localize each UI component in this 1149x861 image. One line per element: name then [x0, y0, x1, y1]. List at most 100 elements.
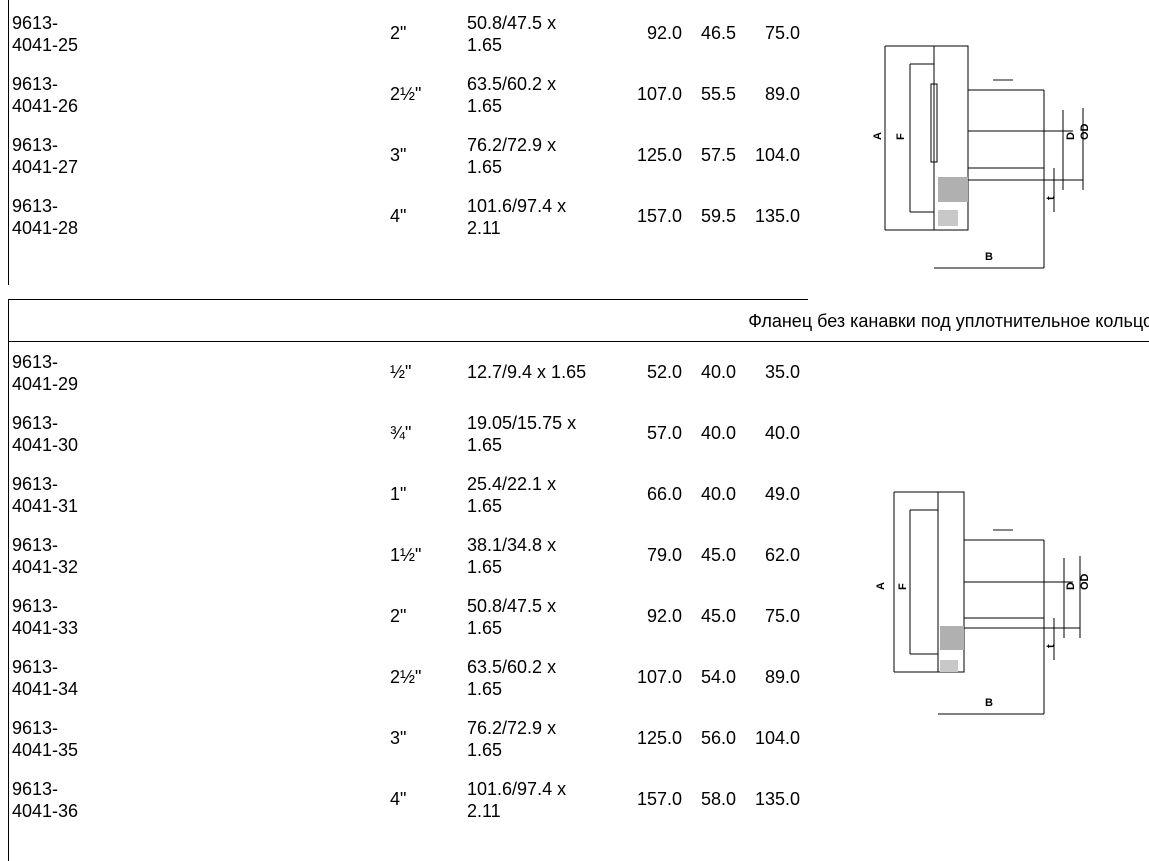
dimension-b-line: 45.0 [700, 606, 736, 626]
nominal-size-line: 2½" [390, 84, 422, 104]
dimension-f-line: 62.0 [764, 545, 800, 565]
article-number-line: 4041-29 [12, 374, 79, 394]
article-number-line: 9613- [12, 657, 59, 677]
section-divider [8, 299, 808, 300]
tube-dimensions-line: 50.8/47.5 x [467, 596, 557, 616]
dimension-f-line: 75.0 [764, 23, 800, 43]
nominal-size: 2½" [390, 666, 460, 688]
dimension-b-line: 40.0 [700, 423, 736, 443]
section-divider [8, 341, 1149, 342]
dimension-d-label: D [1065, 132, 1077, 140]
nominal-size: 4" [390, 788, 460, 810]
dimension-f: 104.0 [740, 144, 800, 166]
dimension-a-line: 107.0 [636, 84, 682, 104]
dimension-b-line: 46.5 [700, 23, 736, 43]
nominal-size: 1" [390, 483, 460, 505]
dimension-a-line: 157.0 [636, 789, 682, 809]
article-number: 9613- 4041-25 [12, 12, 132, 56]
tube-dimensions-line: 1.65 [467, 679, 503, 699]
article-number: 9613- 4041-35 [12, 717, 132, 761]
table-row: 9613- 4041-31 1" 25.4/22.1 x 1.65 66.0 40.0 49.… [0, 473, 830, 537]
table-left-border [8, 0, 9, 285]
nominal-size: 3" [390, 144, 460, 166]
article-number: 9613- 4041-36 [12, 778, 132, 822]
dimension-b: 58.0 [688, 788, 736, 810]
dimension-b-line: 40.0 [700, 362, 736, 382]
dimension-b-line: 45.0 [700, 545, 736, 565]
dimension-f: 104.0 [740, 727, 800, 749]
dimension-b-line: 54.0 [700, 667, 736, 687]
article-number-line: 4041-27 [12, 157, 79, 177]
dimension-a-label: A [875, 582, 887, 590]
tube-dimensions-line: 101.6/97.4 x [467, 196, 567, 216]
dimension-a: 125.0 [630, 727, 682, 749]
dimension-t-label: t [1045, 644, 1057, 648]
dimension-a: 92.0 [630, 605, 682, 627]
tube-dimensions: 12.7/9.4 x 1.65 [467, 361, 637, 383]
article-number-line: 4041-34 [12, 679, 79, 699]
article-number-line: 9613- [12, 413, 59, 433]
article-number-line: 9613- [12, 135, 59, 155]
flange-without-groove-drawing: A F B D OD t [875, 491, 1091, 715]
dimension-b-line: 55.5 [700, 84, 736, 104]
dimension-b-line: 59.5 [700, 206, 736, 226]
tube-dimensions: 38.1/34.8 x 1.65 [467, 534, 637, 578]
dimension-f-line: 135.0 [754, 789, 800, 809]
tube-dimensions-line: 1.65 [467, 435, 503, 455]
nominal-size-line: 3" [390, 145, 407, 165]
dimension-a-line: 157.0 [636, 206, 682, 226]
dimension-b: 40.0 [688, 422, 736, 444]
article-number-line: 9613- [12, 74, 59, 94]
dimension-f: 40.0 [740, 422, 800, 444]
dimension-a-line: 92.0 [646, 606, 682, 626]
dimension-a: 157.0 [630, 788, 682, 810]
dimension-b-line: 40.0 [700, 484, 736, 504]
dimension-od-label: OD [1079, 573, 1091, 590]
dimension-f-line: 89.0 [764, 84, 800, 104]
dimension-f-line: 35.0 [764, 362, 800, 382]
tube-dimensions: 50.8/47.5 x 1.65 [467, 595, 637, 639]
dimension-d-label: D [1065, 582, 1077, 590]
nominal-size: ¾" [390, 422, 460, 444]
table-row: 9613- 4041-28 4" 101.6/97.4 x 2.11 157.0 59.5 1… [0, 195, 830, 259]
dimension-f: 89.0 [740, 666, 800, 688]
dimension-f-line: 135.0 [754, 206, 800, 226]
tube-dimensions-line: 50.8/47.5 x [467, 13, 557, 33]
nominal-size: ½" [390, 361, 460, 383]
dimension-b: 40.0 [688, 483, 736, 505]
article-number-line: 9613- [12, 352, 59, 372]
nominal-size-line: 2" [390, 606, 407, 626]
nominal-size: 2½" [390, 83, 460, 105]
dimension-a: 66.0 [630, 483, 682, 505]
dimension-b: 45.0 [688, 544, 736, 566]
dimension-f-label: F [895, 133, 907, 140]
tube-dimensions-line: 1.65 [467, 740, 503, 760]
tube-dimensions-line: 1.65 [467, 157, 503, 177]
tube-dimensions-line: 1.65 [467, 557, 503, 577]
dimension-b: 46.5 [688, 22, 736, 44]
dimension-od-label: OD [1079, 123, 1091, 140]
table-row: 9613- 4041-29 ½" 12.7/9.4 x 1.65 52.0 40.0 35.… [0, 351, 830, 415]
dimension-b: 57.5 [688, 144, 736, 166]
tube-dimensions-line: 1.65 [467, 618, 503, 638]
dimension-a: 107.0 [630, 83, 682, 105]
article-number-line: 9613- [12, 13, 59, 33]
section-caption: Фланец без канавки под уплотнительное ко… [748, 311, 1149, 331]
dimension-b: 55.5 [688, 83, 736, 105]
dimension-f-line: 40.0 [764, 423, 800, 443]
dimension-a: 107.0 [630, 666, 682, 688]
tube-dimensions-line: 1.65 [467, 96, 503, 116]
article-number: 9613- 4041-33 [12, 595, 132, 639]
nominal-size-line: 1" [390, 484, 407, 504]
tube-dimensions-line: 101.6/97.4 x [467, 779, 567, 799]
table-row: 9613- 4041-33 2" 50.8/47.5 x 1.65 92.0 45.0 75.… [0, 595, 830, 659]
article-number-line: 9613- [12, 779, 59, 799]
article-number-line: 4041-28 [12, 218, 79, 238]
dimension-a: 52.0 [630, 361, 682, 383]
article-number-line: 4041-33 [12, 618, 79, 638]
nominal-size-line: 4" [390, 206, 407, 226]
dimension-b: 45.0 [688, 605, 736, 627]
table-row: 9613- 4041-34 2½" 63.5/60.2 x 1.65 107.0 54.0 8… [0, 656, 830, 720]
dimension-b-line: 56.0 [700, 728, 736, 748]
tube-dimensions-line: 76.2/72.9 x [467, 718, 557, 738]
